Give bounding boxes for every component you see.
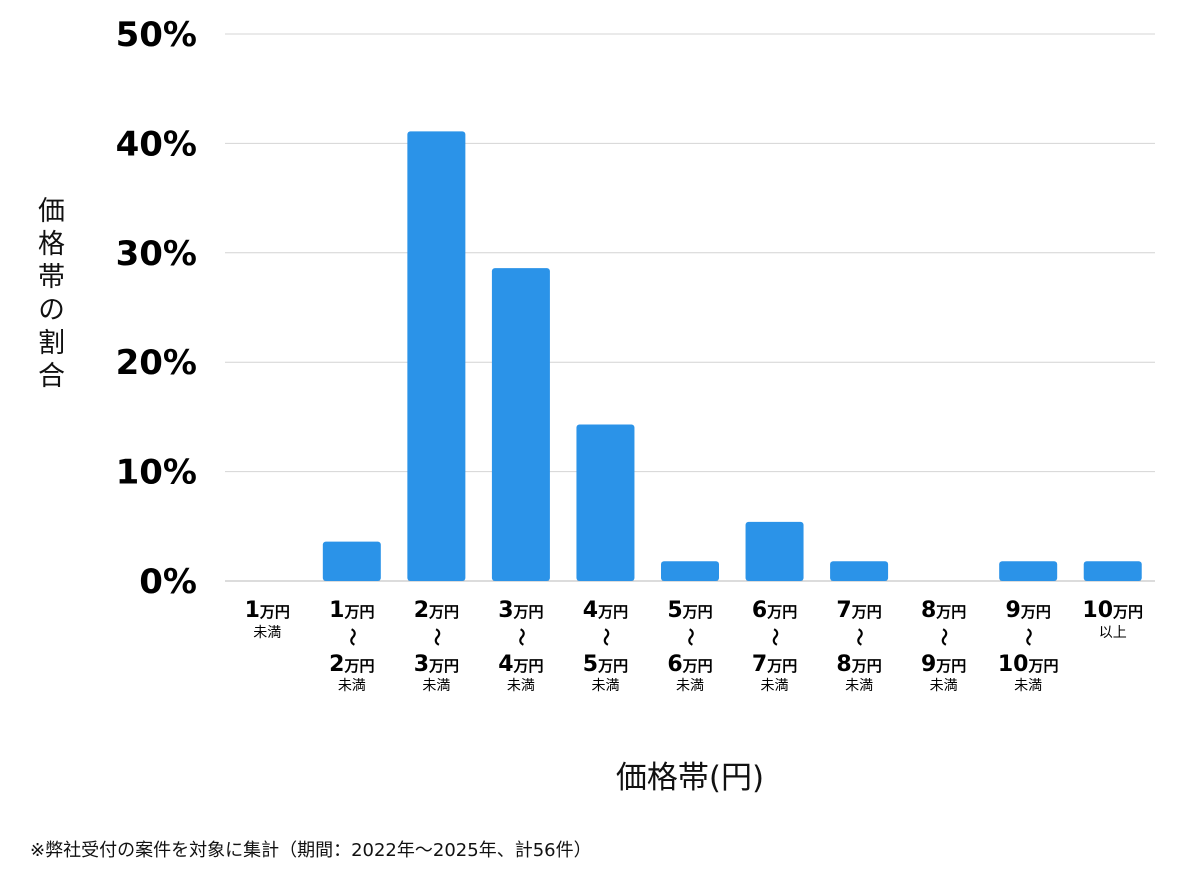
x-tick-suffix: 未満 [422, 678, 450, 694]
x-tick-suffix: 未満 [253, 625, 281, 641]
bar [322, 541, 381, 581]
x-tick-range-mark: 〜 [594, 628, 615, 646]
x-tick-suffix: 未満 [507, 678, 535, 694]
bar [999, 561, 1058, 581]
y-tick-label: 0% [139, 562, 197, 602]
x-tick-range-mark: 〜 [679, 628, 700, 646]
x-tick-to: 6万円 [667, 652, 712, 677]
x-tick-range-mark: 〜 [764, 628, 785, 646]
bar [1083, 561, 1142, 581]
x-tick-to: 7万円 [752, 652, 797, 677]
bar [576, 424, 635, 581]
x-tick-to: 2万円 [329, 652, 374, 677]
footnote: ※弊社受付の案件を対象に集計（期間：2022年〜2025年、計56件） [30, 840, 592, 861]
bar [491, 268, 550, 581]
x-tick-suffix: 未満 [676, 678, 704, 694]
y-tick-label: 10% [116, 453, 197, 493]
x-tick-from: 8万円 [921, 598, 966, 623]
y-tick-label: 50% [116, 15, 197, 55]
x-tick-from: 1万円 [245, 598, 290, 623]
x-tick-from: 5万円 [667, 598, 712, 623]
bar [830, 561, 889, 581]
x-tick-to: 3万円 [414, 652, 459, 677]
y-tick-label: 20% [116, 343, 197, 383]
x-tick-to: 8万円 [836, 652, 881, 677]
x-tick-to: 5万円 [583, 652, 628, 677]
x-tick-from: 6万円 [752, 598, 797, 623]
x-tick-from: 4万円 [583, 598, 628, 623]
x-tick-suffix: 未満 [845, 678, 873, 694]
x-tick-suffix: 未満 [761, 678, 789, 694]
x-tick-suffix: 未満 [591, 678, 619, 694]
x-tick-from: 10万円 [1082, 598, 1143, 623]
x-tick-range-mark: 〜 [425, 628, 446, 646]
x-tick-range-mark: 〜 [1017, 628, 1038, 646]
x-tick-from: 3万円 [498, 598, 543, 623]
x-tick-from: 7万円 [836, 598, 881, 623]
x-tick-range-mark: 〜 [341, 628, 362, 646]
bar [661, 561, 719, 581]
x-tick-range-mark: 〜 [933, 628, 954, 646]
bar [745, 521, 804, 581]
x-tick-to: 10万円 [998, 652, 1059, 677]
y-tick-label: 30% [116, 234, 197, 274]
x-tick-to: 4万円 [498, 652, 543, 677]
y-axis-label: 価格帯の割合 [33, 196, 64, 394]
x-tick-to: 9万円 [921, 652, 966, 677]
x-axis-label: 価格帯(円) [615, 760, 765, 796]
x-tick-suffix: 未満 [930, 678, 958, 694]
bar [407, 131, 466, 581]
x-tick-suffix: 以上 [1099, 625, 1127, 641]
x-tick-from: 1万円 [329, 598, 374, 623]
x-tick-suffix: 未満 [338, 678, 366, 694]
x-tick-suffix: 未満 [1014, 678, 1042, 694]
x-tick-from: 2万円 [414, 598, 459, 623]
x-tick-range-mark: 〜 [848, 628, 869, 646]
x-tick-from: 9万円 [1006, 598, 1051, 623]
y-tick-label: 40% [116, 124, 197, 164]
x-tick-range-mark: 〜 [510, 628, 531, 646]
